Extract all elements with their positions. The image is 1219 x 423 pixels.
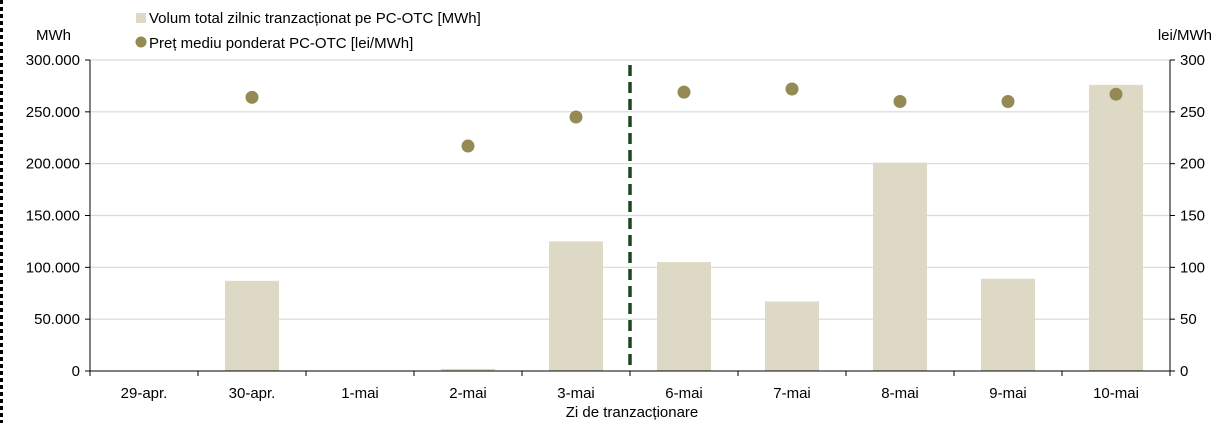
legend-swatch-volume: [136, 13, 146, 23]
left-tick-label: 0: [72, 363, 80, 380]
bar: [765, 301, 819, 371]
left-tick-label: 150.000: [26, 208, 80, 225]
points: [245, 82, 1123, 153]
price-point: [569, 110, 583, 124]
right-tick-label: 50: [1180, 311, 1197, 328]
x-tick-labels: 29-apr. 30-apr. 1-mai 2-mai 3-mai 6-mai 7-mai 8…: [121, 385, 1139, 402]
right-tick-label: 150: [1180, 208, 1205, 225]
right-tick-label: 250: [1180, 104, 1205, 121]
right-tick-label: 100: [1180, 259, 1205, 276]
price-point: [461, 139, 475, 153]
bar: [1089, 84, 1143, 371]
right-tick-label: 300: [1180, 52, 1205, 69]
x-tick-label: 7-mai: [773, 385, 811, 402]
left-tick-label: 200.000: [26, 156, 80, 173]
axes: [85, 59, 1175, 376]
left-tick-label: 100.000: [26, 259, 80, 276]
price-point: [1001, 94, 1015, 108]
legend-label-volume: Volum total zilnic tranzacționat pe PC-O…: [149, 10, 481, 27]
bar: [549, 241, 603, 371]
x-tick-label: 3-mai: [557, 385, 595, 402]
bar: [873, 162, 927, 371]
price-point: [245, 90, 259, 104]
legend: Volum total zilnic tranzacționat pe PC-O…: [135, 10, 481, 52]
right-tick-labels: 0 50 100 150 200 250 300: [1180, 52, 1205, 380]
bars: [225, 84, 1143, 371]
legend-swatch-price: [135, 36, 147, 48]
left-axis-title: MWh: [36, 27, 71, 44]
price-point: [785, 82, 799, 96]
price-point: [1109, 87, 1123, 101]
right-tick-label: 0: [1180, 363, 1188, 380]
x-tick-label: 29-apr.: [121, 385, 168, 402]
bar: [981, 278, 1035, 371]
x-tick-label: 6-mai: [665, 385, 703, 402]
x-tick-label: 30-apr.: [229, 385, 276, 402]
legend-label-price: Preț mediu ponderat PC-OTC [lei/MWh]: [149, 35, 413, 52]
x-tick-label: 2-mai: [449, 385, 487, 402]
price-point: [893, 94, 907, 108]
left-tick-label: 50.000: [34, 311, 80, 328]
bar: [225, 280, 279, 371]
right-tick-label: 200: [1180, 156, 1205, 173]
left-tick-labels: 0 50.000 100.000 150.000 200.000 250.000 300.0…: [26, 52, 80, 380]
bar: [657, 262, 711, 371]
x-tick-label: 8-mai: [881, 385, 919, 402]
x-tick-label: 9-mai: [989, 385, 1027, 402]
left-tick-label: 300.000: [26, 52, 80, 69]
bar: [441, 368, 495, 371]
x-tick-label: 1-mai: [341, 385, 379, 402]
x-axis-title: Zi de tranzacționare: [566, 404, 699, 421]
x-tick-label: 10-mai: [1093, 385, 1139, 402]
right-axis-title: lei/MWh: [1158, 27, 1212, 44]
left-tick-label: 250.000: [26, 104, 80, 121]
price-point: [677, 85, 691, 99]
